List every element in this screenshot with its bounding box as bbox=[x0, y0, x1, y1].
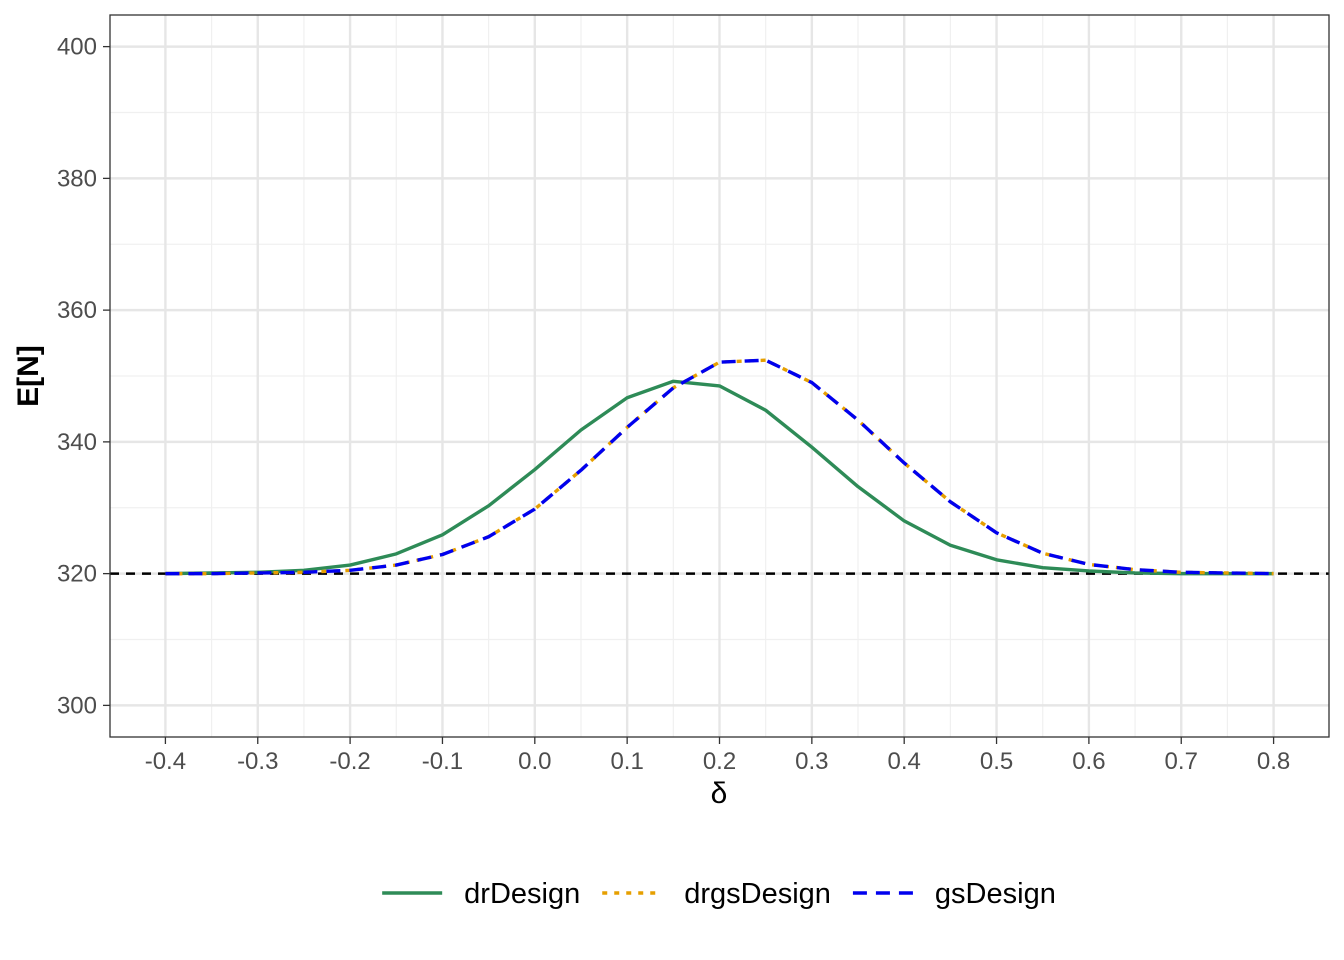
legend-label-drDesign: drDesign bbox=[464, 878, 580, 910]
y-tick-label: 380 bbox=[57, 165, 97, 192]
legend-label-gsDesign: gsDesign bbox=[935, 878, 1056, 910]
x-tick-label: 0.1 bbox=[610, 748, 643, 775]
x-tick-label: 0.8 bbox=[1257, 748, 1290, 775]
y-tick-label: 400 bbox=[57, 34, 97, 61]
x-axis-title: δ bbox=[711, 777, 728, 810]
x-tick-label: 0.3 bbox=[795, 748, 828, 775]
legend-label-drgsDesign: drgsDesign bbox=[684, 878, 831, 910]
legend: drDesign drgsDesign gsDesign bbox=[382, 878, 1056, 910]
y-tick-label: 300 bbox=[57, 692, 97, 719]
x-tick-label: -0.2 bbox=[329, 748, 370, 775]
x-tick-label: -0.4 bbox=[145, 748, 186, 775]
x-tick-label: 0.5 bbox=[980, 748, 1013, 775]
x-tick-label: 0.2 bbox=[703, 748, 736, 775]
x-tick-label: 0.6 bbox=[1072, 748, 1105, 775]
y-tick-label: 360 bbox=[57, 297, 97, 324]
x-tick-label: -0.3 bbox=[237, 748, 278, 775]
x-tick-label: -0.1 bbox=[422, 748, 463, 775]
x-axis: -0.4 -0.3 -0.2 -0.1 0.0 0.1 0.2 0.3 0.4 0.5 0.6 0.7… bbox=[145, 737, 1290, 775]
x-tick-label: 0.0 bbox=[518, 748, 551, 775]
x-tick-label: 0.4 bbox=[888, 748, 921, 775]
y-axis: 300 320 340 360 380 400 bbox=[57, 34, 110, 719]
series-lines bbox=[165, 358, 1274, 576]
major-gridlines bbox=[110, 15, 1329, 737]
y-axis-title: E[N] bbox=[12, 345, 45, 407]
x-tick-label: 0.7 bbox=[1165, 748, 1198, 775]
y-tick-label: 340 bbox=[57, 429, 97, 456]
series-line-drDesign bbox=[165, 379, 1274, 576]
series-line-gsDesign bbox=[165, 358, 1274, 576]
y-tick-label: 320 bbox=[57, 561, 97, 588]
